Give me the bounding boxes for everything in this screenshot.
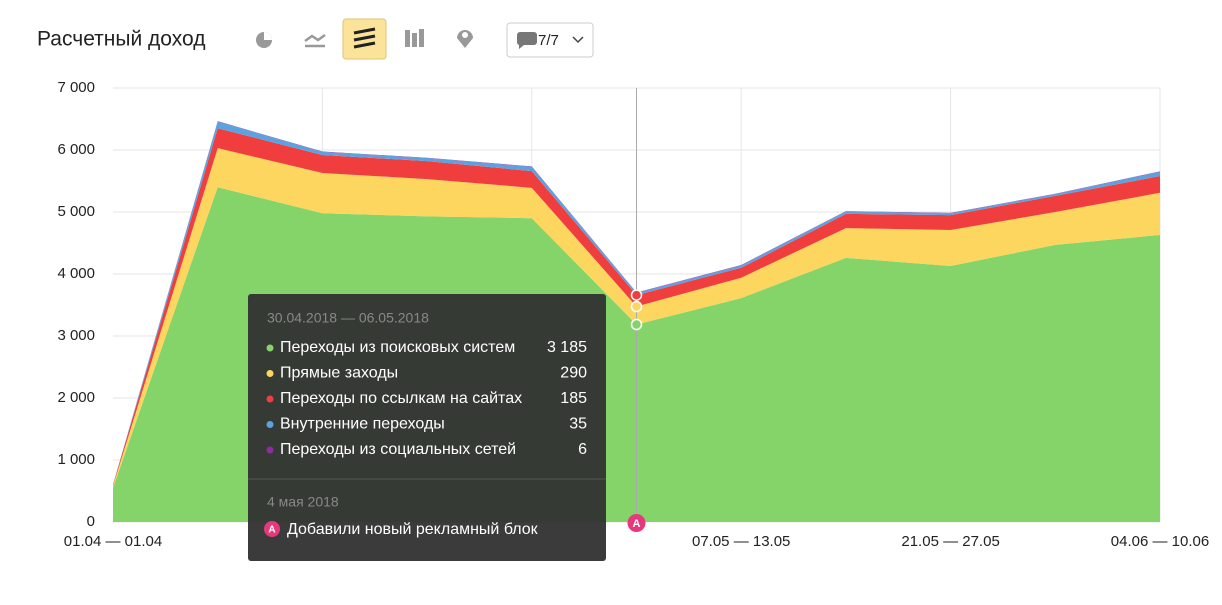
y-tick-label: 2 000 (57, 389, 95, 406)
area-icon (353, 27, 376, 49)
tooltip-value: 185 (560, 390, 587, 407)
legend-dot (266, 446, 274, 454)
legend-label: Переходы из социальных сетей (280, 441, 516, 458)
pie-icon[interactable] (256, 32, 272, 48)
legend-dot (266, 344, 274, 352)
legend-dot (266, 421, 274, 428)
area (113, 128, 1160, 487)
y-tick-label: 1 000 (57, 451, 95, 468)
line-icon[interactable] (304, 33, 326, 48)
annotation-icon (264, 521, 280, 537)
x-tick-label: 21.05 — 27.05 (901, 533, 999, 550)
legend-label: Переходы из поисковых систем (280, 339, 515, 356)
legend-dot (266, 370, 274, 377)
annotation-marker (627, 514, 646, 532)
y-tick-label: 5 000 (57, 203, 95, 220)
y-tick-label: 7 000 (57, 79, 95, 96)
legend-label: Прямые заходы (280, 365, 398, 382)
hover-point (630, 318, 643, 331)
y-tick-label: 4 000 (57, 265, 95, 282)
hover-point (630, 300, 643, 313)
y-tick-label: 0 (87, 513, 95, 530)
dropdown-arrow (572, 36, 584, 44)
tooltip-value: 6 (578, 441, 587, 458)
tooltip-value: 3 185 (547, 339, 587, 356)
tooltip-box (248, 294, 606, 561)
legend-label: Внутренние переходы (280, 416, 445, 433)
map-icon[interactable] (457, 30, 473, 48)
legend-dot (266, 395, 274, 403)
annotation-marker-label: A (633, 518, 641, 530)
column-icon[interactable] (405, 29, 424, 47)
x-tick-label: 01.04 — 01.04 (64, 533, 162, 550)
x-tick-label: 04.06 — 10.06 (1111, 533, 1209, 550)
x-tick-label: 07.05 — 13.05 (692, 533, 790, 550)
annotation-text: Добавили новый рекламный блок (287, 521, 539, 538)
toolbar: 7/7 (256, 18, 594, 60)
y-tick-label: 3 000 (57, 327, 95, 344)
annotation-icon-label: A (268, 525, 275, 536)
annotation-date: 4 мая 2018 (267, 494, 339, 510)
area (113, 121, 1160, 485)
chart-title: Расчетный доход (37, 28, 205, 51)
tooltip: 30.04.2018 — 06.05.2018 Переходы из поиск… (248, 294, 606, 561)
y-tick-label: 6 000 (57, 141, 95, 158)
tooltip-value: 290 (560, 365, 587, 382)
note-icon (516, 32, 537, 49)
notes-counter: 7/7 (538, 32, 559, 49)
legend-label: Переходы по ссылкам на сайтах (280, 390, 522, 407)
tooltip-value: 35 (569, 416, 587, 433)
hover-point (630, 289, 643, 301)
notes-button[interactable] (506, 22, 594, 58)
tooltip-title: 30.04.2018 — 06.05.2018 (267, 310, 429, 326)
axis-labels: 0 1 000 2 000 3 000 4 000 5 000 6 000 7 000 01.0… (57, 79, 1209, 550)
